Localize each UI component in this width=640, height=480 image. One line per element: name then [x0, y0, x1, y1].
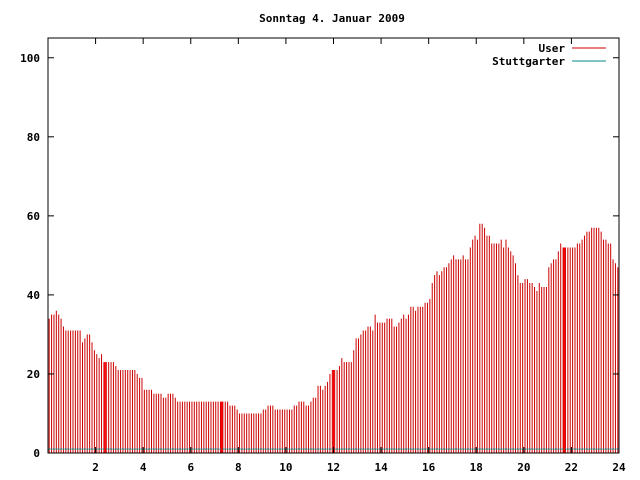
bar-layer — [48, 223, 619, 453]
y-tick-label: 40 — [27, 289, 40, 302]
legend-label: User — [539, 42, 566, 55]
legend-label: Stuttgarter — [492, 55, 565, 68]
chart-title: Sonntag 4. Januar 2009 — [259, 12, 405, 25]
x-tick-label: 8 — [235, 461, 242, 474]
x-tick-label: 22 — [565, 461, 578, 474]
x-tick-label: 24 — [612, 461, 626, 474]
y-tick-label: 100 — [20, 52, 40, 65]
y-tick-label: 0 — [33, 447, 40, 460]
x-tick-label: 10 — [279, 461, 292, 474]
x-tick-label: 18 — [470, 461, 483, 474]
x-tick-label: 20 — [517, 461, 530, 474]
y-tick-label: 80 — [27, 131, 40, 144]
x-tick-label: 16 — [422, 461, 436, 474]
y-tick-label: 20 — [27, 368, 40, 381]
x-tick-label: 2 — [92, 461, 99, 474]
x-tick-label: 14 — [374, 461, 388, 474]
x-tick-label: 12 — [327, 461, 340, 474]
x-tick-label: 4 — [140, 461, 147, 474]
x-tick-label: 6 — [187, 461, 194, 474]
y-tick-label: 60 — [27, 210, 40, 223]
